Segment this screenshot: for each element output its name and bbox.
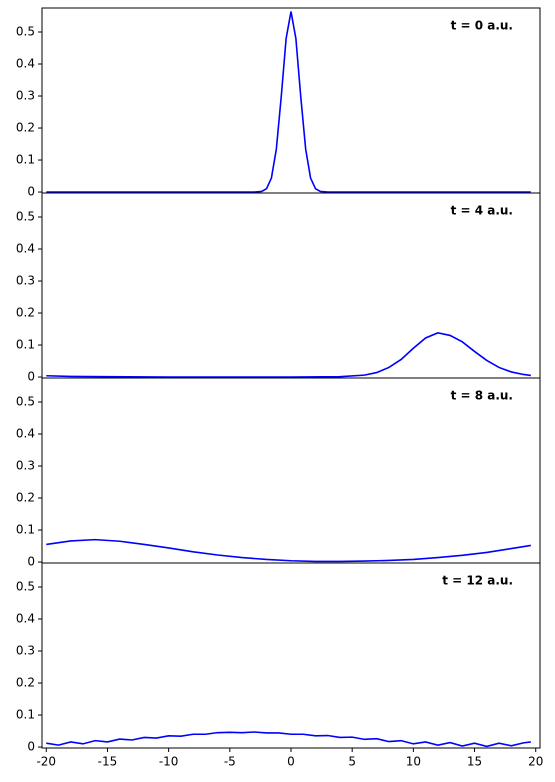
y-tick-label: 0.1 bbox=[16, 523, 35, 537]
y-tick-label: 0.4 bbox=[16, 427, 35, 441]
axes-frame bbox=[41, 377, 541, 564]
y-tick-label: 0.5 bbox=[16, 25, 35, 39]
data-line bbox=[46, 731, 531, 748]
y-tick-label: 0.2 bbox=[16, 491, 35, 505]
y-tick-label: 0.4 bbox=[16, 612, 35, 626]
x-tick-label: -10 bbox=[159, 755, 179, 769]
x-tick-label: -20 bbox=[36, 755, 56, 769]
y-tick-label: 0.4 bbox=[16, 57, 35, 71]
y-tick-label: 0.5 bbox=[16, 395, 35, 409]
y-tick-label: 0 bbox=[27, 370, 35, 384]
y-tick-label: 0.1 bbox=[16, 708, 35, 722]
y-tick-label: 0 bbox=[27, 185, 35, 199]
y-tick-label: 0 bbox=[27, 555, 35, 569]
annotation: t = 12 a.u. bbox=[442, 574, 513, 588]
y-tick-label: 0.3 bbox=[16, 274, 35, 288]
data-line bbox=[46, 538, 531, 563]
annotation: t = 0 a.u. bbox=[451, 19, 513, 33]
axes-frame bbox=[41, 562, 541, 749]
y-tick-label: 0.3 bbox=[16, 644, 35, 658]
x-tick-label: -15 bbox=[98, 755, 118, 769]
x-tick-label: -5 bbox=[224, 755, 236, 769]
y-tick-label: 0.2 bbox=[16, 121, 35, 135]
annotation: t = 8 a.u. bbox=[451, 389, 513, 403]
y-tick-label: 0.4 bbox=[16, 242, 35, 256]
x-tick-label: 20 bbox=[528, 755, 543, 769]
y-tick-label: 0.3 bbox=[16, 89, 35, 103]
y-tick-label: 0.2 bbox=[16, 306, 35, 320]
y-tick-label: 0.5 bbox=[16, 210, 35, 224]
data-line bbox=[46, 11, 531, 193]
x-tick-label: 15 bbox=[467, 755, 482, 769]
x-tick-label: 5 bbox=[348, 755, 356, 769]
y-tick-label: 0 bbox=[27, 740, 35, 754]
axes-frame bbox=[41, 7, 541, 194]
y-tick-label: 0.2 bbox=[16, 676, 35, 690]
y-tick-label: 0.5 bbox=[16, 580, 35, 594]
data-line bbox=[46, 332, 531, 378]
annotation: t = 4 a.u. bbox=[451, 204, 513, 218]
y-tick-label: 0.1 bbox=[16, 338, 35, 352]
x-tick-label: 0 bbox=[287, 755, 295, 769]
x-tick-label: 10 bbox=[406, 755, 421, 769]
y-tick-label: 0.3 bbox=[16, 459, 35, 473]
axes-frame bbox=[41, 192, 541, 379]
y-tick-label: 0.1 bbox=[16, 153, 35, 167]
